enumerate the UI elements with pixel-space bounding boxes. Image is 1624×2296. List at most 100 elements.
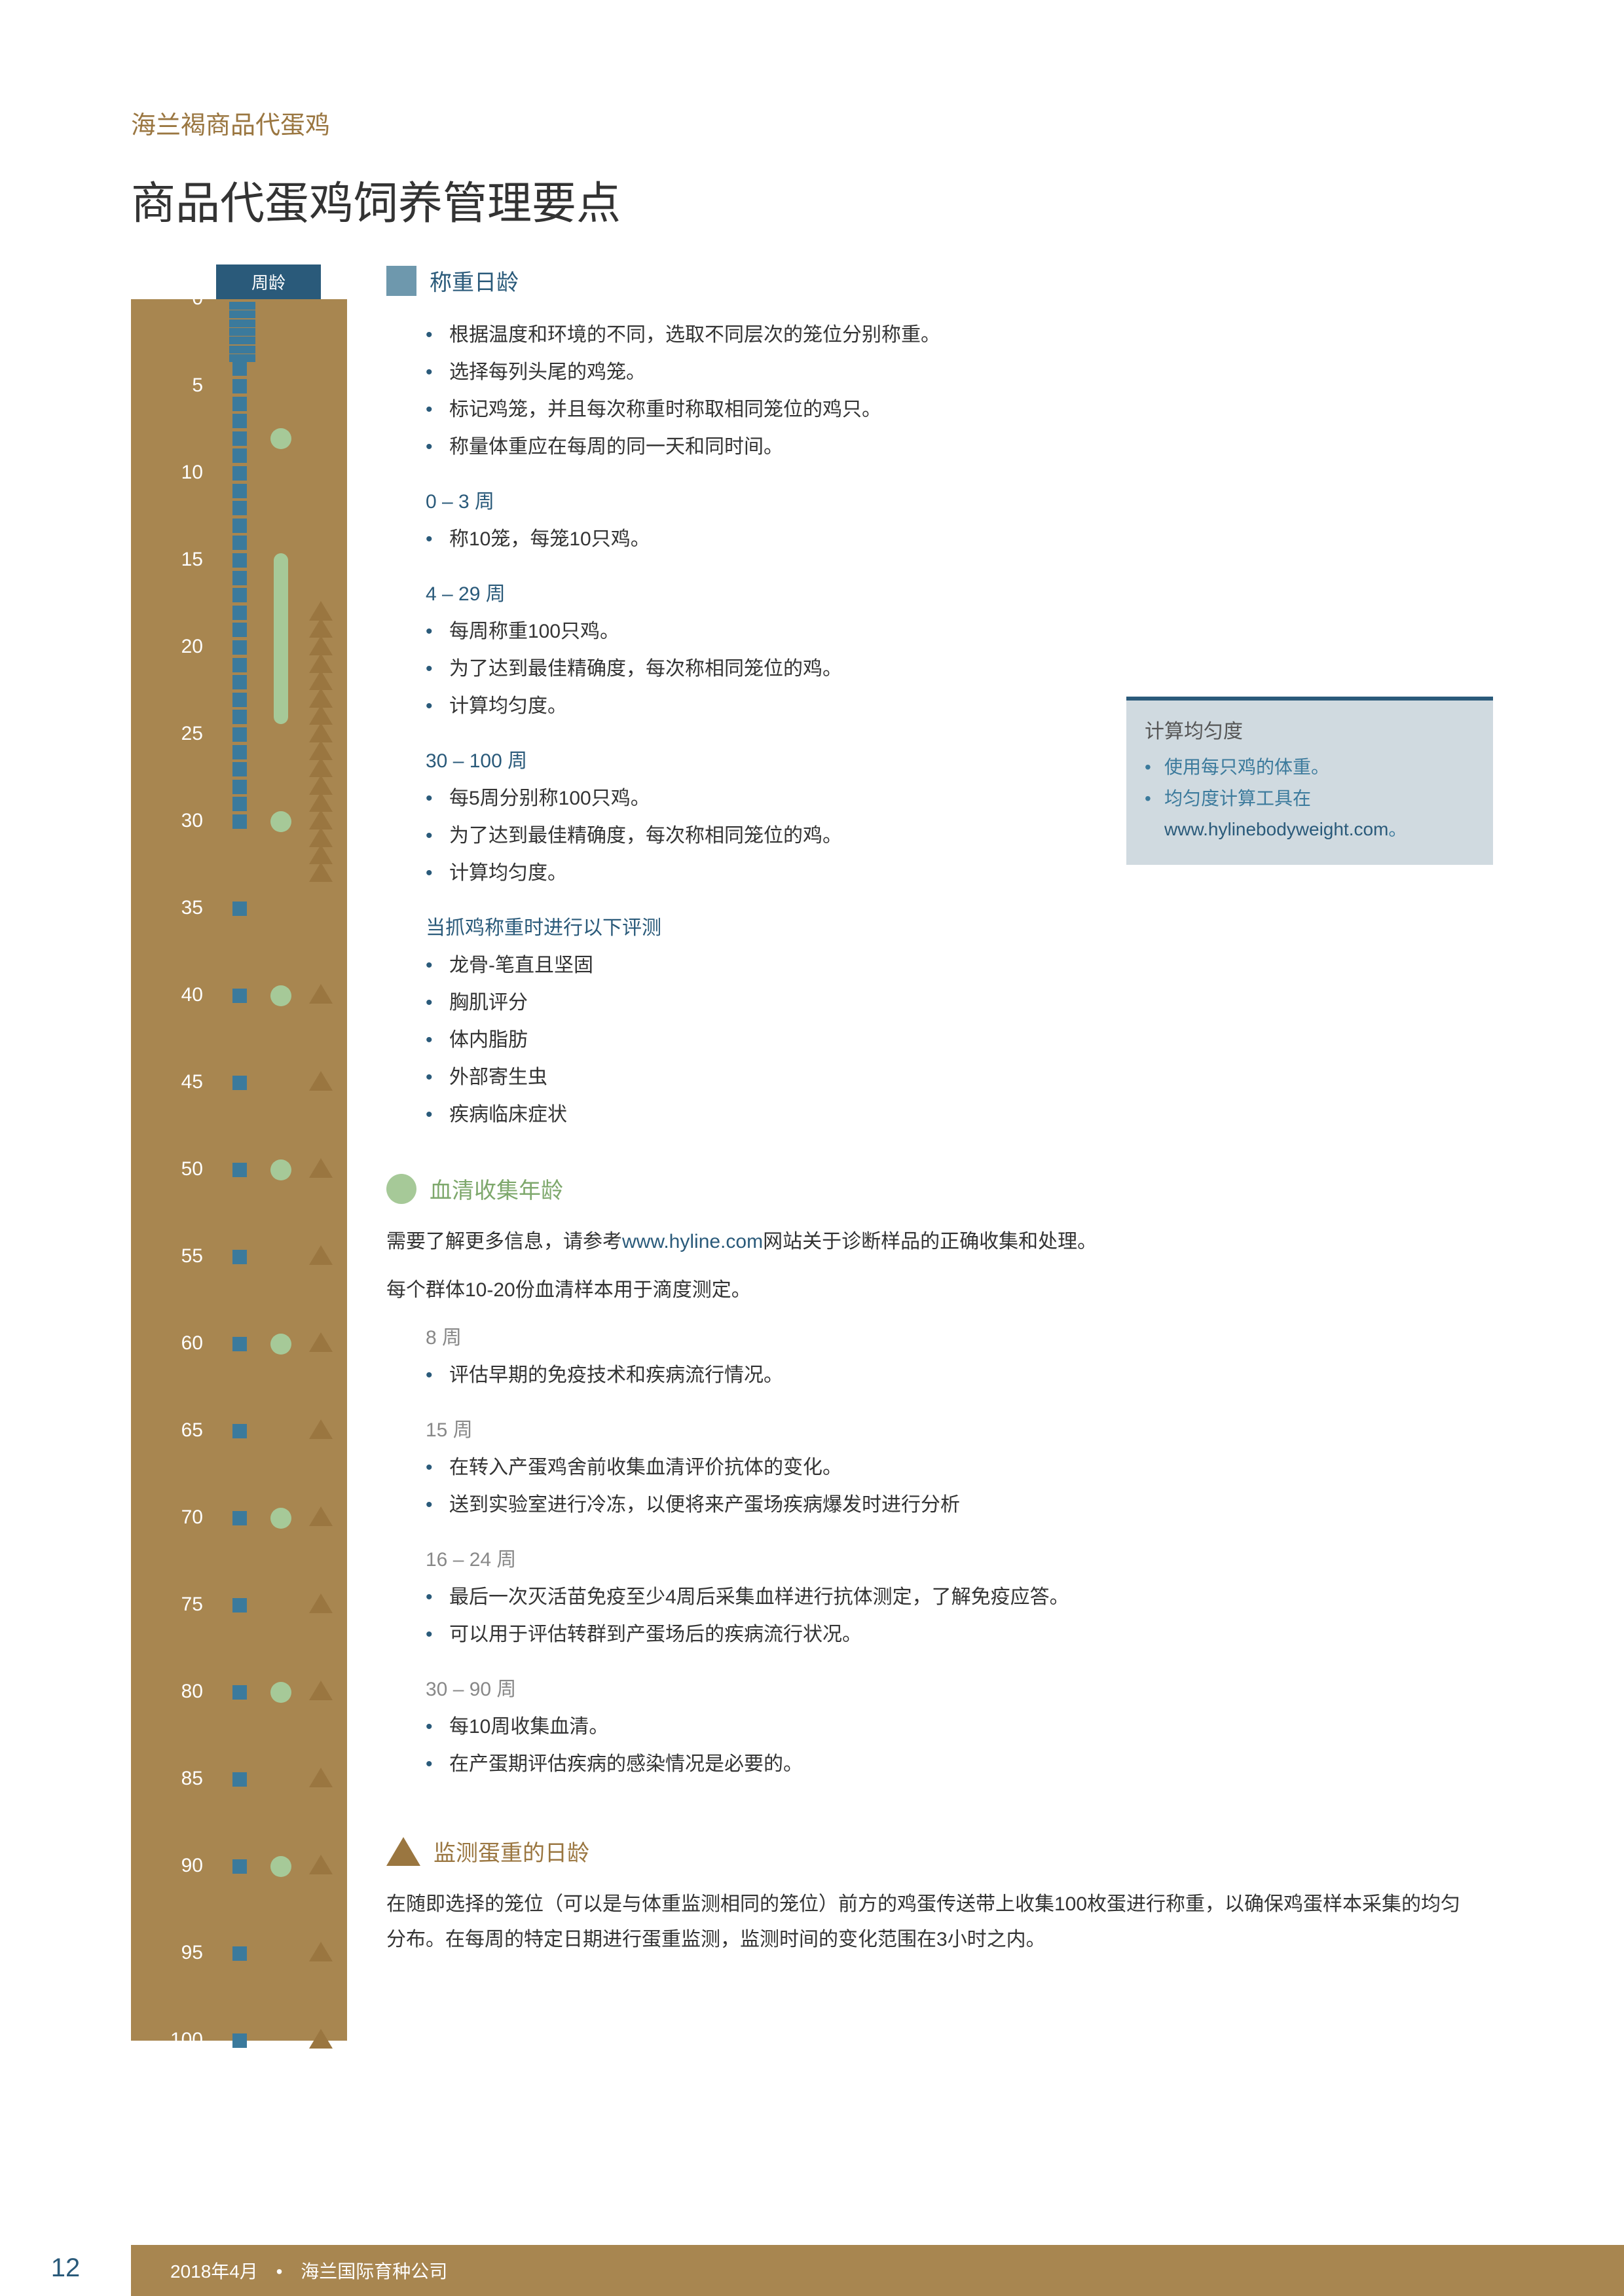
weigh-marker-icon — [232, 745, 247, 759]
timeline-tick: 20 — [131, 636, 203, 658]
weigh-marker-icon — [232, 606, 247, 620]
timeline-tick: 25 — [131, 723, 203, 745]
weigh-marker-icon — [232, 727, 247, 742]
weigh-marker-icon — [232, 710, 247, 724]
timeline-tick: 5 — [131, 374, 203, 397]
timeline-tick: 90 — [131, 1855, 203, 1877]
weigh-marker-icon — [232, 693, 247, 707]
footer: 12 2018年4月 • 海兰国际育种公司 — [0, 2217, 1624, 2296]
weigh-marker-icon — [232, 640, 247, 655]
subhead: 16 – 24 周 — [426, 1543, 1493, 1572]
weigh-marker-icon — [232, 1424, 247, 1438]
eggweight-marker-icon — [309, 2029, 333, 2049]
serum-marker-icon — [270, 1334, 291, 1355]
weigh-marker-icon — [232, 588, 247, 602]
weigh-marker-icon — [232, 1511, 247, 1525]
bodyweight-link[interactable]: www.hylinebodyweight.com — [1164, 819, 1388, 839]
circle-icon — [386, 1174, 416, 1204]
eggweight-marker-icon — [309, 1071, 333, 1091]
eggweight-marker-icon — [309, 653, 333, 673]
eggweight-marker-icon — [309, 1419, 333, 1439]
timeline-tick: 15 — [131, 549, 203, 571]
weigh-marker-icon — [232, 1076, 247, 1090]
eggweight-marker-icon — [309, 636, 333, 655]
weigh-marker-icon — [232, 658, 247, 672]
serum-marker-icon — [270, 1159, 291, 1180]
eggweight-marker-icon — [309, 1855, 333, 1874]
serum-range-icon — [274, 553, 288, 724]
weigh-marker-icon — [232, 448, 247, 463]
weigh-marker-icon — [232, 902, 247, 916]
bullet-item: 标记鸡笼，并且每次称重时称取相同笼位的鸡只。 — [426, 391, 1493, 428]
eggweight-marker-icon — [309, 1594, 333, 1613]
timeline-tick: 85 — [131, 1768, 203, 1790]
weigh-marker-icon — [232, 1598, 247, 1613]
bullet-item: 根据温度和环境的不同，选取不同层次的笼位分别称重。 — [426, 316, 1493, 354]
bullet-list: 最后一次灭活苗免疫至少4周后采集血样进行抗体测定，了解免疫应答。可以用于评估转群… — [426, 1578, 1493, 1653]
weigh-marker-icon — [232, 484, 247, 498]
weigh-marker-icon — [232, 1250, 247, 1264]
subhead: 4 – 29 周 — [426, 577, 1493, 606]
weigh-marker-icon — [232, 623, 247, 637]
serum-marker-icon — [270, 428, 291, 449]
timeline: 周龄 0510152025303540455055606570758085909… — [131, 264, 347, 2041]
serum-marker-icon — [270, 1508, 291, 1529]
bullet-item: 疾病临床症状 — [426, 1096, 1493, 1133]
weigh-marker-icon — [232, 1772, 247, 1787]
bullet-list: 每10周收集血清。在产蛋期评估疾病的感染情况是必要的。 — [426, 1708, 1493, 1783]
triangle-icon — [386, 1837, 420, 1866]
weigh-marker-icon — [232, 2033, 247, 2048]
weigh-marker-icon — [232, 762, 247, 776]
bullet-item: 称10笼，每笼10只鸡。 — [426, 520, 1493, 558]
weigh-marker-icon — [229, 346, 255, 354]
page-number: 12 — [51, 2253, 81, 2283]
bullet-item: 称量体重应在每周的同一天和同时间。 — [426, 428, 1493, 465]
subhead: 8 周 — [426, 1321, 1493, 1350]
callout-box: 计算均匀度 使用每只鸡的体重。 均匀度计算工具在 www.hylinebodyw… — [1126, 697, 1493, 865]
bullet-list: 龙骨-笔直且坚固胸肌评分体内脂肪外部寄生虫疾病临床症状 — [426, 947, 1493, 1133]
subhead: 15 周 — [426, 1413, 1493, 1442]
subhead-assess: 当抓鸡称重时进行以下评测 — [426, 911, 1493, 940]
section-head-egg: 监测蛋重的日龄 — [386, 1835, 1493, 1867]
timeline-tick: 65 — [131, 1419, 203, 1442]
eggweight-marker-icon — [309, 705, 333, 725]
timeline-tick: 60 — [131, 1332, 203, 1355]
eggweight-marker-icon — [309, 1245, 333, 1265]
bullet-item: 评估早期的免疫技术和疾病流行情况。 — [426, 1357, 1493, 1394]
weigh-marker-icon — [229, 310, 255, 318]
weigh-marker-icon — [232, 397, 247, 411]
weigh-marker-icon — [232, 1337, 247, 1351]
eggweight-marker-icon — [309, 757, 333, 777]
eggweight-marker-icon — [309, 845, 333, 864]
eggweight-marker-icon — [309, 1942, 333, 1961]
section-title-weigh: 称重日龄 — [430, 264, 519, 297]
page-title: 商品代蛋鸡饲养管理要点 — [131, 167, 1493, 232]
serum-marker-icon — [270, 1856, 291, 1877]
eggweight-marker-icon — [309, 670, 333, 690]
eggweight-marker-icon — [309, 862, 333, 882]
weigh-marker-icon — [232, 797, 247, 811]
weigh-marker-icon — [232, 536, 247, 550]
weigh-marker-icon — [232, 553, 247, 568]
weigh-marker-icon — [232, 361, 247, 376]
weigh-marker-icon — [232, 501, 247, 515]
bullet-item: 外部寄生虫 — [426, 1059, 1493, 1096]
subhead: 0 – 3 周 — [426, 485, 1493, 514]
eggweight-marker-icon — [309, 775, 333, 795]
timeline-tick: 40 — [131, 984, 203, 1006]
callout-item: 使用每只鸡的体重。 — [1145, 752, 1475, 783]
weigh-marker-icon — [232, 379, 247, 393]
bullet-item: 最后一次灭活苗免疫至少4周后采集血样进行抗体测定，了解免疫应答。 — [426, 1578, 1493, 1616]
timeline-tick: 35 — [131, 897, 203, 919]
bullet-item: 每周称重100只鸡。 — [426, 613, 1493, 650]
section-title-serum: 血清收集年龄 — [430, 1173, 563, 1205]
serum-marker-icon — [270, 1682, 291, 1703]
hyline-link[interactable]: www.hyline.com — [622, 1231, 763, 1252]
timeline-tick: 50 — [131, 1158, 203, 1180]
weigh-marker-icon — [232, 814, 247, 829]
weigh-marker-icon — [229, 319, 255, 327]
weigh-marker-icon — [229, 337, 255, 344]
egg-paragraph: 在随即选择的笼位（可以是与体重监测相同的笼位）前方的鸡蛋传送带上收集100枚蛋进… — [386, 1887, 1493, 1958]
timeline-header: 周龄 — [216, 264, 321, 299]
bullet-item: 龙骨-笔直且坚固 — [426, 947, 1493, 984]
